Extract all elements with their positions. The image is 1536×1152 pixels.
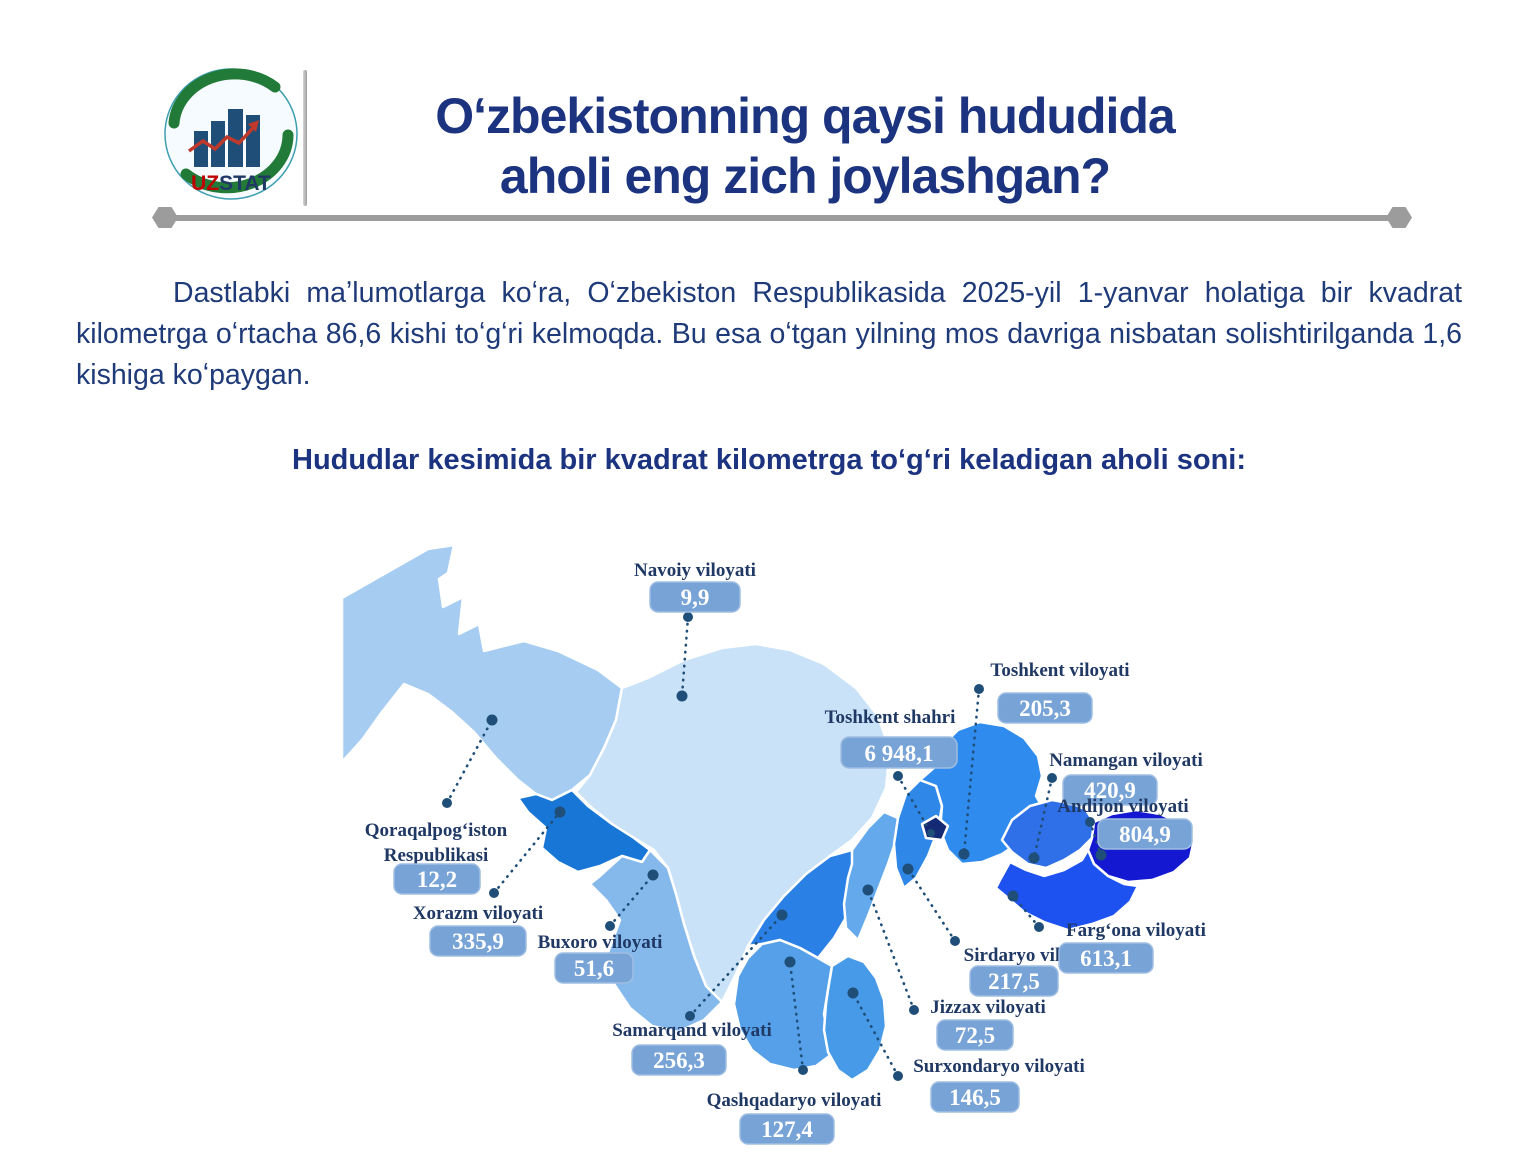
svg-text:Xorazm viloyati: Xorazm viloyati bbox=[413, 903, 543, 924]
uzbekistan-density-map: Qoraqalpogʻiston Respublikasi 12,2 Navoi… bbox=[340, 543, 1206, 1145]
map-subtitle: Hududlar kesimida bir kvadrat kilometrga… bbox=[292, 444, 1246, 476]
page-title-line2: aholi eng zich joylashgan? bbox=[499, 148, 1111, 204]
uzstat-logo-icon: UZSTAT bbox=[164, 68, 298, 200]
region-surxondaryo bbox=[822, 954, 888, 1082]
logo-swoosh-top bbox=[168, 68, 281, 129]
svg-text:Respublikasi: Respublikasi bbox=[384, 845, 489, 866]
svg-text:Surxondaryo viloyati: Surxondaryo viloyati bbox=[913, 1056, 1085, 1077]
callout-toshkent-viloyati: Toshkent viloyati 205,3 bbox=[990, 660, 1130, 724]
divider-rule bbox=[166, 215, 1394, 221]
divider-left-cap bbox=[152, 207, 178, 228]
svg-text:Samarqand viloyati: Samarqand viloyati bbox=[612, 1020, 772, 1041]
callout-andijon: Andijon viloyati 804,9 bbox=[1057, 796, 1193, 850]
callout-fargona: Fargʻona viloyati 613,1 bbox=[1058, 920, 1206, 974]
region-qashqadaryo bbox=[732, 938, 834, 1072]
svg-text:Fargʻona viloyati: Fargʻona viloyati bbox=[1066, 920, 1206, 941]
map-connectors bbox=[442, 612, 1107, 1081]
value-badge: 6 948,1 bbox=[865, 741, 934, 766]
callout-buxoro: Buxoro viloyati 51,6 bbox=[538, 932, 663, 984]
region-fargona bbox=[994, 848, 1140, 932]
logo-trend-arrow bbox=[248, 120, 259, 132]
value-badge: 146,5 bbox=[949, 1085, 1001, 1110]
svg-text:Namangan viloyati: Namangan viloyati bbox=[1049, 750, 1203, 771]
svg-text:Toshkent viloyati: Toshkent viloyati bbox=[990, 660, 1129, 681]
callout-surxondaryo: Surxondaryo viloyati 146,5 bbox=[913, 1056, 1085, 1113]
svg-text:Jizzax viloyati: Jizzax viloyati bbox=[930, 997, 1046, 1018]
callout-jizzax: Jizzax viloyati 72,5 bbox=[930, 997, 1046, 1051]
callout-navoiy: Navoiy viloyati 9,9 bbox=[634, 560, 756, 613]
region-qoraqalpogiston bbox=[340, 543, 624, 802]
callout-toshkent-shahri: Toshkent shahri 6 948,1 bbox=[825, 707, 958, 769]
callout-qoraqalpogiston: Qoraqalpogʻiston Respublikasi 12,2 bbox=[365, 820, 508, 895]
value-badge: 804,9 bbox=[1119, 822, 1171, 847]
callout-samarqand: Samarqand viloyati 256,3 bbox=[612, 1020, 772, 1076]
value-badge: 613,1 bbox=[1080, 946, 1132, 971]
logo-trend-line bbox=[187, 125, 256, 153]
svg-text:Navoiy viloyati: Navoiy viloyati bbox=[634, 560, 756, 581]
region-jizzax bbox=[842, 810, 900, 942]
svg-text:Andijon viloyati: Andijon viloyati bbox=[1057, 796, 1188, 817]
page-title-line1: Oʻzbekistonning qaysi hududida bbox=[435, 88, 1175, 144]
logo-bars-icon bbox=[194, 109, 260, 167]
value-badge: 127,4 bbox=[761, 1117, 813, 1142]
svg-text:Toshkent shahri: Toshkent shahri bbox=[825, 707, 956, 728]
region-buxoro bbox=[588, 848, 724, 1034]
logo-swoosh-bottom bbox=[180, 129, 294, 194]
divider-right-cap bbox=[1386, 207, 1412, 228]
callout-qashqadaryo: Qashqadaryo viloyati 127,4 bbox=[707, 1090, 882, 1145]
value-badge: 217,5 bbox=[988, 969, 1040, 994]
svg-text:Qashqadaryo viloyati: Qashqadaryo viloyati bbox=[707, 1090, 882, 1111]
callout-xorazm: Xorazm viloyati 335,9 bbox=[413, 903, 543, 957]
svg-text:Qoraqalpogʻiston: Qoraqalpogʻiston bbox=[365, 820, 508, 841]
intro-paragraph: Dastlabki maʼlumotlarga koʻra, Oʻzbekist… bbox=[76, 277, 1462, 391]
value-badge: 9,9 bbox=[681, 585, 710, 610]
callout-namangan: Namangan viloyati 420,9 bbox=[1049, 750, 1203, 806]
map-callouts: Qoraqalpogʻiston Respublikasi 12,2 Navoi… bbox=[365, 560, 1206, 1145]
svg-text:Buxoro viloyati: Buxoro viloyati bbox=[538, 932, 663, 953]
uzstat-logo: UZSTAT bbox=[160, 64, 302, 208]
value-badge: 205,3 bbox=[1019, 696, 1071, 721]
value-badge: 51,6 bbox=[574, 956, 614, 981]
value-badge: 12,2 bbox=[417, 867, 457, 892]
logo-wordmark: UZSTAT bbox=[191, 172, 271, 195]
value-badge: 72,5 bbox=[955, 1023, 995, 1048]
page-title: Oʻzbekistonning qaysi hududida aholi eng… bbox=[340, 86, 1270, 206]
region-sirdaryo bbox=[892, 778, 944, 890]
value-badge: 420,9 bbox=[1084, 778, 1136, 803]
header-separator bbox=[303, 70, 307, 206]
value-badge: 256,3 bbox=[653, 1048, 705, 1073]
value-badge: 335,9 bbox=[452, 929, 504, 954]
